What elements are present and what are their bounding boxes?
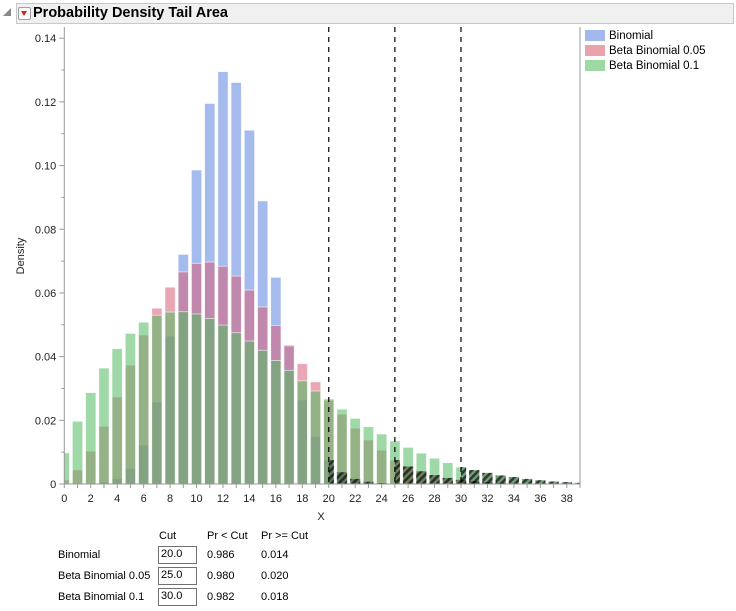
y-tick-label: 0.12 bbox=[35, 97, 56, 109]
row-label: Binomial bbox=[58, 549, 101, 561]
bar-beta-binomial-0.1 bbox=[217, 324, 229, 484]
y-tick-label: 0.06 bbox=[35, 288, 56, 300]
x-tick-label: 16 bbox=[270, 493, 282, 505]
legend-label: Beta Binomial 0.05 bbox=[609, 44, 706, 57]
legend-label: Binomial bbox=[609, 29, 654, 42]
col-header-pr-lt: Pr < Cut bbox=[207, 530, 248, 542]
x-tick-label: 20 bbox=[323, 493, 335, 505]
tail-hatch bbox=[561, 482, 572, 484]
x-tick-label: 26 bbox=[402, 493, 414, 505]
row-label: Beta Binomial 0.1 bbox=[58, 591, 145, 603]
legend-swatch bbox=[585, 30, 605, 41]
tail-hatch bbox=[460, 467, 467, 484]
legend: Binomial Beta Binomial 0.05 Beta Binomia… bbox=[585, 28, 706, 73]
legend-swatch bbox=[585, 45, 605, 56]
tail-hatch bbox=[548, 481, 559, 484]
cut-input-binomial[interactable]: 20.0 bbox=[158, 546, 197, 564]
y-tick-label: 0.02 bbox=[35, 415, 56, 427]
legend-swatch bbox=[585, 60, 605, 71]
y-tick-label: 0 bbox=[50, 479, 56, 491]
tail-hatch bbox=[469, 469, 480, 484]
x-tick-label: 0 bbox=[61, 493, 67, 505]
x-tick-label: 14 bbox=[243, 493, 255, 505]
tail-hatch bbox=[429, 475, 440, 484]
bar-beta-binomial-0.1 bbox=[204, 318, 216, 484]
x-tick-label: 12 bbox=[217, 493, 229, 505]
cut-input-beta-binomial-01[interactable]: 30.0 bbox=[158, 588, 197, 606]
pr-ge-value: 0.014 bbox=[261, 549, 289, 561]
bar-beta-binomial-0.1 bbox=[283, 369, 295, 484]
bar-beta-binomial-0.1 bbox=[138, 321, 150, 484]
pr-ge-value: 0.020 bbox=[261, 570, 289, 582]
tail-hatch bbox=[495, 475, 506, 484]
x-tick-label: 2 bbox=[88, 493, 94, 505]
bar-beta-binomial-0.1 bbox=[376, 433, 388, 484]
tail-hatch bbox=[363, 481, 374, 484]
pr-lt-value: 0.980 bbox=[207, 570, 235, 582]
pr-lt-value: 0.982 bbox=[207, 591, 235, 603]
tail-hatch bbox=[574, 482, 581, 484]
x-tick-label: 32 bbox=[481, 493, 493, 505]
bar-beta-binomial-0.1 bbox=[64, 452, 70, 484]
tail-hatch bbox=[535, 480, 546, 484]
tail-hatch bbox=[521, 478, 533, 484]
tail-hatch bbox=[402, 466, 414, 484]
y-tick-label: 0.14 bbox=[35, 33, 56, 45]
chart: 00.020.040.060.080.100.120.140 2 4 6 8 10 12 14… bbox=[15, 27, 581, 523]
x-tick-label: 10 bbox=[190, 493, 202, 505]
row-label: Beta Binomial 0.05 bbox=[58, 570, 151, 582]
y-tick-label: 0.08 bbox=[35, 224, 56, 236]
bar-beta-binomial-0.1 bbox=[190, 313, 203, 484]
x-tick-label: 8 bbox=[167, 493, 173, 505]
x-tick-label: 18 bbox=[296, 493, 308, 505]
tail-hatch bbox=[482, 472, 493, 484]
disclosure-triangle-icon[interactable] bbox=[3, 8, 11, 16]
x-tick-label: 34 bbox=[508, 493, 520, 505]
bar-beta-binomial-0.1 bbox=[230, 332, 242, 484]
x-tick-label: 4 bbox=[114, 493, 120, 505]
report-header bbox=[16, 3, 734, 24]
tail-hatch bbox=[328, 460, 334, 484]
cut-input-beta-binomial-005[interactable]: 25.0 bbox=[158, 567, 197, 585]
y-tick-label: 0.04 bbox=[35, 352, 56, 364]
x-tick-label: 36 bbox=[534, 493, 546, 505]
x-tick-label: 30 bbox=[455, 493, 467, 505]
legend-item-beta-binomial-005[interactable]: Beta Binomial 0.05 bbox=[585, 43, 706, 58]
y-tick-label: 0.10 bbox=[35, 161, 56, 173]
tail-hatch bbox=[394, 460, 401, 484]
legend-label: Beta Binomial 0.1 bbox=[609, 59, 700, 72]
bar-beta-binomial-0.1 bbox=[124, 332, 136, 484]
col-header-pr-ge: Pr >= Cut bbox=[261, 530, 309, 542]
x-tick-label: 24 bbox=[376, 493, 388, 505]
red-triangle-menu-icon[interactable] bbox=[18, 7, 31, 20]
pr-lt-value: 0.986 bbox=[207, 549, 235, 561]
bar-beta-binomial-0.1 bbox=[257, 349, 269, 484]
legend-item-binomial[interactable]: Binomial bbox=[585, 28, 706, 43]
tail-hatch bbox=[416, 471, 427, 484]
tail-hatch bbox=[336, 472, 348, 484]
bar-beta-binomial-0.1 bbox=[362, 426, 374, 484]
y-axis-label: Density bbox=[15, 237, 27, 274]
x-tick-label: 38 bbox=[561, 493, 573, 505]
tail-hatch bbox=[508, 476, 520, 484]
legend-item-beta-binomial-01[interactable]: Beta Binomial 0.1 bbox=[585, 58, 706, 73]
bar-beta-binomial-0.1 bbox=[349, 418, 361, 484]
tail-hatch bbox=[442, 477, 453, 484]
bar-beta-binomial-0.1 bbox=[98, 367, 110, 484]
x-tick-label: 6 bbox=[141, 493, 147, 505]
bar-beta-binomial-0.1 bbox=[309, 390, 322, 484]
x-tick-label: 28 bbox=[428, 493, 440, 505]
bar-beta-binomial-0.1 bbox=[243, 340, 255, 484]
report-title: Probability Density Tail Area bbox=[33, 5, 228, 21]
x-tick-label: 22 bbox=[349, 493, 361, 505]
pr-ge-value: 0.018 bbox=[261, 591, 289, 603]
tail-hatch bbox=[350, 478, 361, 484]
col-header-cut: Cut bbox=[159, 530, 177, 542]
x-axis-label: X bbox=[317, 511, 325, 523]
bar-beta-binomial-0.1 bbox=[164, 311, 176, 484]
